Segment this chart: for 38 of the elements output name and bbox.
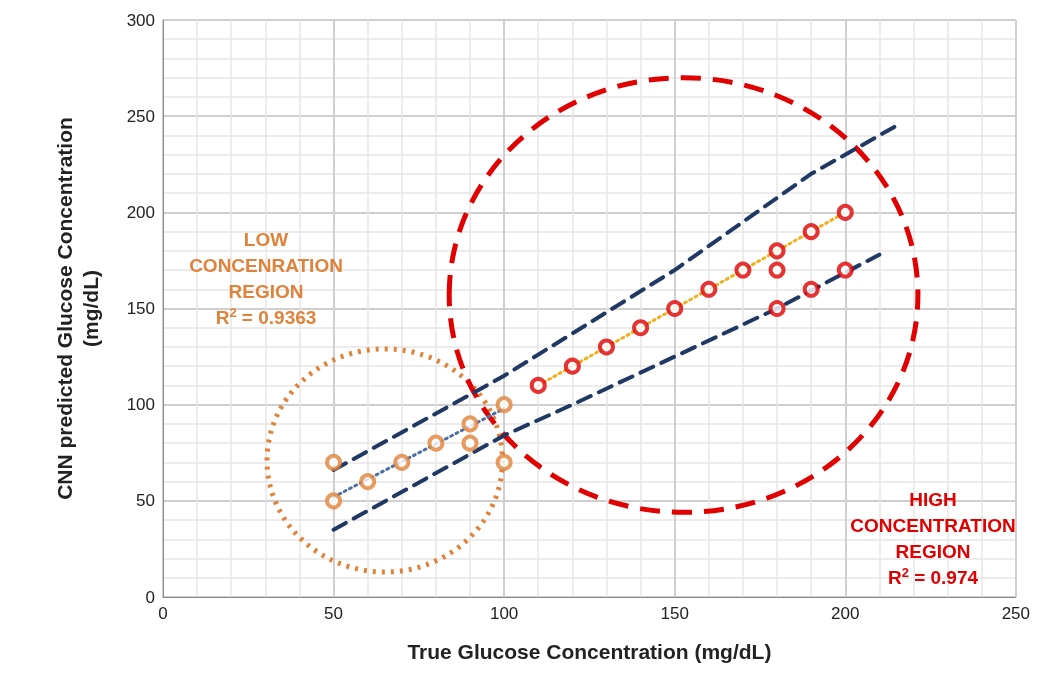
y-tick-label: 100 (126, 395, 155, 415)
y-tick-label: 300 (126, 10, 155, 30)
point (597, 338, 615, 356)
point (393, 453, 411, 471)
point (495, 396, 513, 414)
point (427, 434, 445, 452)
point (325, 453, 343, 471)
point (666, 300, 684, 317)
point (836, 261, 854, 279)
x-tick-label: 150 (660, 604, 689, 623)
x-axis-title: True Glucose Concentration (mg/dL) (407, 640, 772, 663)
point (802, 223, 820, 241)
x-tick-label: 100 (489, 604, 519, 623)
y-tick-label: 0 (145, 587, 155, 607)
point (359, 473, 377, 491)
y-tick-label: 200 (126, 202, 155, 222)
point (461, 434, 479, 452)
y-axis-title: CNN predicted Glucose Concentration (mg/dL) (52, 117, 102, 500)
point (461, 415, 479, 433)
x-tick-label: 50 (324, 604, 344, 623)
y-tick-label: 150 (126, 299, 155, 318)
point (529, 376, 547, 394)
x-tick-label: 250 (1001, 604, 1031, 623)
point (836, 203, 854, 221)
point (563, 357, 581, 375)
point (768, 300, 786, 317)
y-tick-label: 250 (126, 106, 155, 126)
x-tick-label: 200 (831, 604, 860, 623)
point (768, 242, 786, 260)
point (495, 453, 513, 471)
point (325, 492, 343, 510)
x-tick-label: 0 (158, 604, 168, 623)
point (700, 280, 718, 298)
point (734, 261, 752, 279)
y-tick-label: 50 (136, 491, 155, 511)
point (632, 319, 650, 337)
point (802, 280, 820, 298)
point (768, 261, 786, 279)
